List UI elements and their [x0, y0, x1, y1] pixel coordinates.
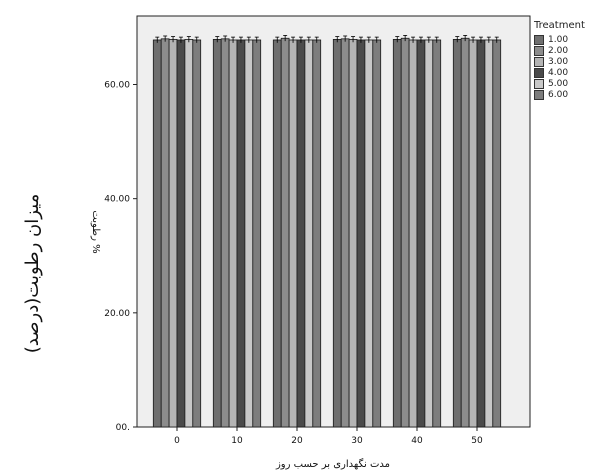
bar: [408, 39, 418, 428]
legend-label: 1.00: [548, 34, 569, 45]
y-axis: 00. 20.00 40.00 60.00: [104, 81, 137, 433]
legend-item: 2.00: [534, 45, 585, 56]
legend-item: 3.00: [534, 56, 585, 67]
bar: [460, 37, 470, 428]
bar: [356, 39, 366, 428]
bar: [476, 39, 486, 428]
legend-items: 1.00 2.00 3.00 4.00 5.00 6.00: [534, 34, 585, 100]
x-tick-label: 10: [231, 436, 243, 446]
bar: [332, 39, 342, 428]
legend-swatch: [534, 34, 544, 45]
bar: [272, 39, 282, 428]
bars-group: [152, 35, 502, 428]
bar: [160, 38, 170, 428]
bar: [492, 39, 502, 428]
x-axis: 0 10 20 30 40 50: [174, 427, 483, 446]
bar: [364, 39, 374, 428]
inner-y-axis-label: % رطوبت: [90, 210, 101, 253]
legend-label: 5.00: [548, 78, 569, 89]
bar: [392, 39, 402, 428]
y-tick-label: 60.00: [104, 81, 130, 91]
x-tick-label: 20: [291, 436, 303, 446]
legend-swatch: [534, 89, 544, 100]
bar: [288, 39, 298, 428]
legend-swatch: [534, 78, 544, 89]
bar: [340, 38, 350, 428]
bar: [424, 39, 434, 428]
outer-y-axis-label: میزان رطوبت(درصد): [22, 193, 44, 354]
x-tick-label: 40: [411, 436, 423, 446]
legend-item: 6.00: [534, 89, 585, 100]
bar: [176, 39, 186, 428]
legend-item: 1.00: [534, 34, 585, 45]
bar: [348, 39, 358, 428]
bar: [296, 39, 306, 428]
bar: [244, 39, 254, 428]
legend-label: 6.00: [548, 89, 569, 100]
bar: [280, 37, 290, 428]
legend-swatch: [534, 56, 544, 67]
legend-label: 4.00: [548, 67, 569, 78]
bar: [304, 39, 314, 428]
bar: [432, 39, 442, 428]
bar: [252, 39, 262, 428]
bar: [484, 39, 494, 428]
legend-title: Treatment: [534, 20, 585, 31]
legend-swatch: [534, 45, 544, 56]
bar: [212, 39, 222, 428]
bar: [312, 39, 322, 428]
bar: [416, 39, 426, 428]
bar: [220, 38, 230, 428]
y-tick-label: 40.00: [104, 195, 130, 205]
bar: [184, 39, 194, 428]
x-tick-label: 50: [471, 436, 483, 446]
bar: [236, 39, 246, 428]
legend-label: 3.00: [548, 56, 569, 67]
legend: Treatment 1.00 2.00 3.00 4.00 5.00 6.00: [534, 20, 585, 100]
bar: [152, 39, 162, 428]
bar: [452, 39, 462, 428]
legend-item: 5.00: [534, 78, 585, 89]
bar: [400, 37, 410, 428]
y-tick-label: 20.00: [104, 309, 130, 319]
bar: [372, 39, 382, 428]
legend-swatch: [534, 67, 544, 78]
legend-label: 2.00: [548, 45, 569, 56]
legend-item: 4.00: [534, 67, 585, 78]
bar: [228, 39, 238, 428]
x-tick-label: 0: [174, 436, 180, 446]
y-tick-label: 00.: [116, 423, 130, 433]
bar: [168, 39, 178, 428]
bar: [192, 39, 202, 428]
bar: [468, 39, 478, 428]
x-tick-label: 30: [351, 436, 363, 446]
x-axis-label: مدت نگهداری بر حسب روز: [275, 458, 390, 470]
